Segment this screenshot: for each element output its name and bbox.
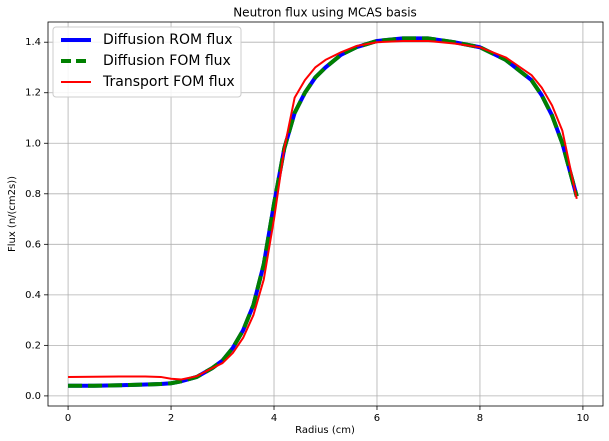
x-tick-label: 6 <box>374 413 380 424</box>
series-line <box>68 36 579 388</box>
legend-label: Transport FOM flux <box>102 74 235 90</box>
series-line <box>68 39 578 381</box>
y-tick-label: 0.4 <box>25 290 41 301</box>
legend-label: Diffusion FOM flux <box>103 53 231 69</box>
x-tick-label: 2 <box>168 413 174 424</box>
legend-box <box>52 26 242 98</box>
y-tick-label: 1.2 <box>25 88 41 99</box>
y-tick-label: 1.4 <box>25 37 41 48</box>
y-axis-label: Flux (n/(cm2s)) <box>7 176 18 252</box>
x-tick-label: 4 <box>271 413 277 424</box>
y-tick-label: 0.2 <box>25 340 41 351</box>
plot-frame <box>47 21 604 407</box>
y-tick-label: 0.0 <box>25 391 41 402</box>
x-tick-label: 10 <box>577 413 590 424</box>
y-tick-label: 0.8 <box>25 189 41 200</box>
x-tick-label: 8 <box>477 413 483 424</box>
y-tick-label: 1.0 <box>25 138 41 149</box>
x-axis-label: Radius (cm) <box>295 425 355 436</box>
legend-label: Diffusion ROM flux <box>103 32 233 48</box>
y-tick-label: 0.6 <box>25 239 41 250</box>
chart-title: Neutron flux using MCAS basis <box>233 6 417 20</box>
x-tick-label: 0 <box>65 413 71 424</box>
legend: Diffusion ROM flux Diffusion FOM flux Tran… <box>52 26 242 98</box>
